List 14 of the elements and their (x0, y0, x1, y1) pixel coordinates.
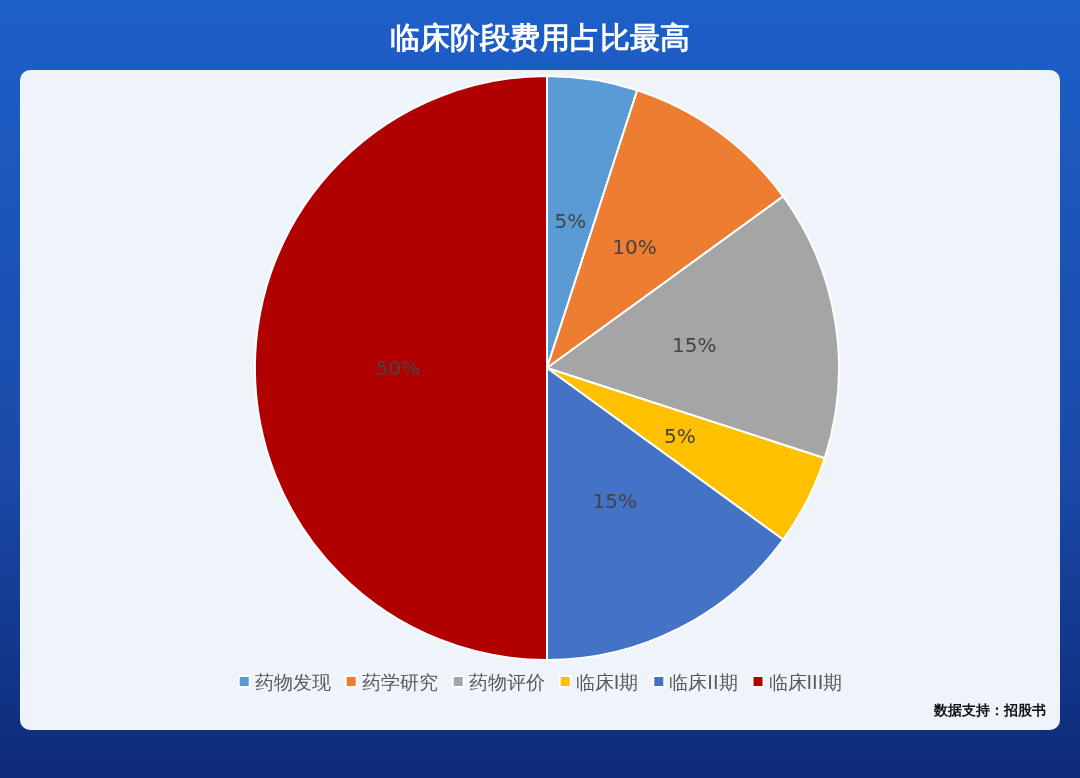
chart-title: 临床阶段费用占比最高 (389, 19, 691, 57)
legend-label: 药物评价 (468, 670, 545, 693)
data-label: 15% (592, 488, 637, 513)
data-label: 15% (671, 332, 717, 357)
data-label: 5% (663, 423, 696, 448)
legend-label: 临床III期 (768, 670, 843, 693)
data-label: 10% (612, 235, 657, 260)
legend-label: 临床I期 (575, 670, 639, 693)
legend-label: 药学研究 (361, 670, 438, 693)
data-label: 50% (375, 356, 421, 380)
legend-label: 药物发现 (254, 670, 331, 693)
legend-label: 临床II期 (669, 670, 738, 693)
data-label: 5% (554, 208, 587, 233)
text: 数据支持：招股书 (934, 702, 1046, 720)
